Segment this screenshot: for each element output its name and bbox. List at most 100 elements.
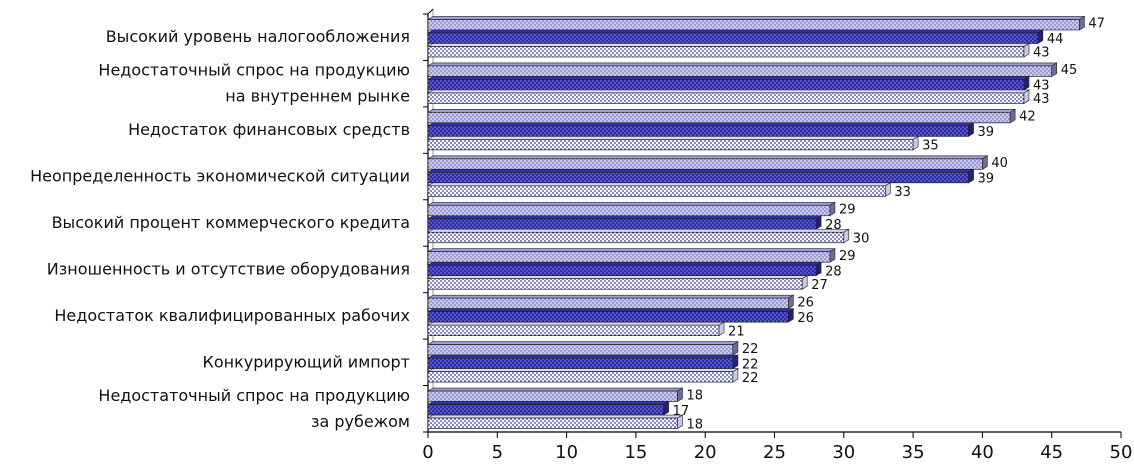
bar-end-face <box>1023 75 1030 91</box>
bar <box>426 15 1086 31</box>
bar-front-face <box>427 19 1080 31</box>
bar <box>426 42 1031 58</box>
data-label: 22 <box>742 357 759 372</box>
bar-top-face <box>426 16 1086 20</box>
x-tick-label: 5 <box>492 442 503 463</box>
bar-end-face <box>1023 89 1030 104</box>
bar-front-face <box>427 231 845 244</box>
bars-layer <box>426 15 1086 430</box>
bar-top-face <box>426 109 1017 113</box>
bar-end-face <box>1023 42 1030 58</box>
bar-top-face <box>426 261 823 266</box>
category-label: Конкурирующий импорт <box>202 352 410 371</box>
category-label: Неопределенность экономической ситуации <box>30 167 410 186</box>
bar <box>426 294 795 310</box>
bar-end-face <box>732 354 739 370</box>
bar-end-face <box>843 228 850 244</box>
bar-end-face <box>815 215 822 230</box>
category-label: Недостаток финансовых средств <box>128 120 410 139</box>
bar <box>426 155 989 170</box>
bar-front-face <box>427 32 1039 44</box>
data-label: 40 <box>991 156 1008 171</box>
bar <box>426 248 837 263</box>
bar-front-face <box>427 417 678 429</box>
data-label: 29 <box>839 203 856 218</box>
bar-end-face <box>1037 29 1044 45</box>
bar <box>426 122 975 137</box>
data-label: 43 <box>1033 46 1050 61</box>
x-tick-label: 0 <box>422 442 433 463</box>
bar-top-face <box>426 215 823 220</box>
data-label: 44 <box>1047 32 1064 47</box>
labels-layer: Высокий уровень налогообложения474443Нед… <box>30 17 1105 433</box>
bar-end-face <box>968 122 974 137</box>
bar <box>426 414 684 430</box>
bar-end-face <box>912 135 919 151</box>
bar-top-face <box>426 122 975 127</box>
data-label: 28 <box>825 218 842 233</box>
bar <box>426 108 1017 124</box>
bar-end-face <box>718 321 725 337</box>
bar <box>426 308 795 323</box>
bar-top-face <box>426 89 1031 94</box>
bar-top-face <box>426 43 1031 47</box>
x-tick-label: 20 <box>694 442 717 463</box>
bar <box>426 228 850 244</box>
bar-front-face <box>427 204 831 217</box>
category-label: Высокий процент коммерческого кредита <box>52 213 410 232</box>
x-tick-label: 40 <box>971 442 994 463</box>
bar <box>426 75 1031 91</box>
bar-top-face <box>426 228 850 233</box>
data-label: 22 <box>742 342 759 357</box>
data-label: 43 <box>1033 92 1050 107</box>
bar-top-face <box>426 368 740 372</box>
bar-end-face <box>732 341 739 356</box>
bar-top-face <box>426 62 1058 67</box>
bar-front-face <box>427 112 1011 124</box>
bar-top-face <box>426 401 670 405</box>
data-label: 35 <box>922 139 939 154</box>
data-label: 21 <box>728 324 745 339</box>
bar-top-face <box>426 308 795 312</box>
bar <box>426 261 823 277</box>
data-label: 17 <box>673 404 690 419</box>
bar <box>426 29 1044 45</box>
bar-end-face <box>1079 15 1085 31</box>
bar-front-face <box>427 46 1025 58</box>
bar-end-face <box>829 248 836 263</box>
x-tick-label: 45 <box>1040 442 1063 463</box>
bar <box>426 400 670 416</box>
axis-layer: 0 5 10 15 20 25 30 35 40 45 50 <box>422 8 1132 463</box>
y-axis-top-edge <box>427 8 434 15</box>
bar-front-face <box>427 264 817 277</box>
bar-top-face <box>426 341 740 345</box>
bar-front-face <box>427 218 817 230</box>
bar-top-face <box>426 248 837 252</box>
bar-end-face <box>829 201 836 217</box>
bar-end-face <box>663 400 669 416</box>
category-label: на внутреннем рынке <box>225 87 410 106</box>
data-label: 42 <box>1019 110 1036 125</box>
bar-front-face <box>427 390 678 402</box>
bar <box>426 215 823 230</box>
bar-front-face <box>427 344 734 356</box>
category-label: Изношенность и отсутствие оборудования <box>47 259 410 278</box>
bar-end-face <box>677 387 683 403</box>
data-label: 39 <box>978 125 995 140</box>
bar-front-face <box>427 371 734 383</box>
bar-top-face <box>426 354 740 359</box>
data-label: 27 <box>811 278 828 293</box>
bar <box>426 168 975 184</box>
bar-front-face <box>427 65 1053 77</box>
bar-front-face <box>427 311 789 323</box>
bar-end-face <box>732 368 739 383</box>
x-tick-label: 10 <box>555 442 578 463</box>
bar-top-face <box>426 275 809 279</box>
x-tick-label: 15 <box>624 442 647 463</box>
bar <box>426 321 726 337</box>
bar <box>426 341 740 356</box>
data-label: 30 <box>853 232 870 247</box>
bar-top-face <box>426 387 684 392</box>
